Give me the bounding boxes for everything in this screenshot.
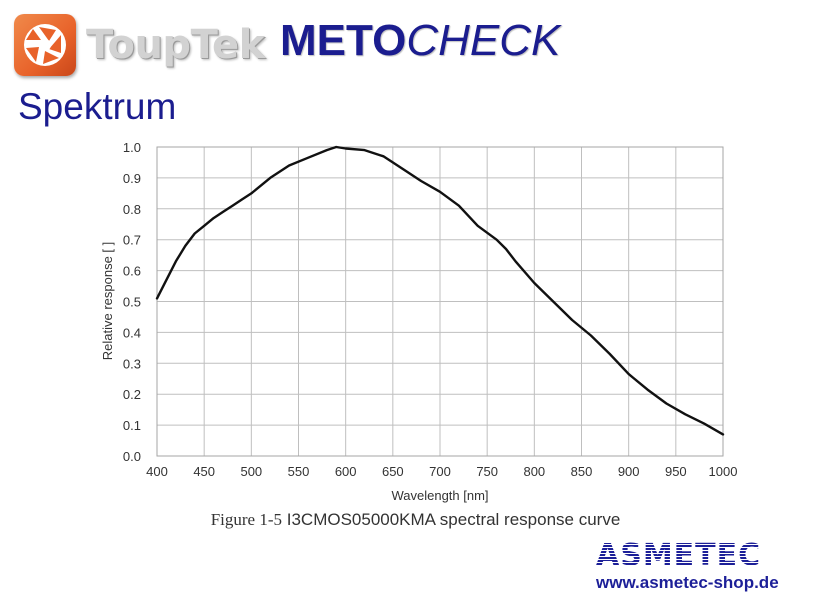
response-point (571, 319, 573, 321)
x-tick-label: 900 (618, 464, 640, 479)
x-tick-label: 800 (523, 464, 545, 479)
y-tick-label: 0.1 (123, 418, 141, 433)
y-tick-label: 0.4 (123, 325, 141, 340)
response-point (363, 149, 366, 151)
product-title-part2: CHECK (406, 16, 561, 65)
response-point (175, 260, 177, 262)
x-tick-label: 1000 (709, 464, 738, 479)
x-tick-label: 850 (571, 464, 593, 479)
response-point (326, 149, 328, 151)
caption-figure-number: Figure 1-5 (210, 510, 282, 529)
response-point (646, 389, 649, 391)
plot-frame (156, 146, 724, 457)
response-point (345, 147, 347, 150)
aperture-icon (14, 14, 76, 76)
response-point (241, 198, 243, 201)
response-point (628, 373, 630, 375)
y-tick-label: 0.5 (123, 295, 141, 310)
y-axis-label: Relative response [ ] (100, 242, 115, 361)
brand-url: www.asmetec-shop.de (596, 573, 779, 592)
caption-text: I3CMOS05000KMA spectral response curve (286, 510, 621, 529)
response-point (458, 205, 460, 207)
response-point (665, 402, 668, 405)
x-axis-label: Wavelength [nm] (391, 488, 488, 503)
x-tick-label: 750 (476, 464, 498, 479)
x-tick-label: 600 (335, 464, 357, 479)
response-point (533, 282, 535, 284)
response-point (194, 232, 196, 235)
response-point (722, 433, 724, 435)
response-point (307, 157, 309, 159)
y-tick-label: 0.0 (123, 449, 141, 464)
response-point (335, 146, 337, 148)
x-tick-label: 400 (146, 464, 168, 479)
product-title-part1: METO (280, 16, 407, 65)
y-tick-label: 0.6 (123, 264, 141, 279)
response-point (401, 168, 403, 170)
response-point (439, 191, 441, 193)
x-tick-label: 950 (665, 464, 687, 479)
response-point (269, 177, 271, 179)
response-point (703, 423, 705, 425)
response-point (590, 334, 592, 337)
logo-text: ToupTek (86, 22, 265, 68)
response-point (552, 300, 554, 303)
x-tick-label: 450 (193, 464, 215, 479)
response-point (684, 413, 686, 415)
y-tick-label: 0.7 (123, 233, 141, 248)
y-tick-label: 0.3 (123, 356, 141, 371)
response-point (609, 353, 611, 355)
response-point (420, 180, 422, 182)
response-point (250, 192, 252, 194)
response-point (184, 245, 186, 247)
x-tick-label: 650 (382, 464, 404, 479)
touptek-logo: ToupTek (14, 14, 265, 76)
x-tick-label: 550 (288, 464, 310, 479)
asmetec-logo: ASMETEC www.asmetec-shop.de (596, 541, 806, 593)
y-tick-label: 0.8 (123, 202, 141, 217)
product-title: METOCHECK (280, 16, 560, 66)
brand-name: ASMETEC (596, 541, 806, 571)
response-point (165, 279, 167, 281)
response-point (222, 211, 224, 213)
figure-caption: Figure 1-5 I3CMOS05000KMA spectral respo… (0, 510, 831, 530)
response-point (231, 205, 234, 207)
response-point (382, 155, 384, 157)
response-point (514, 260, 517, 262)
response-point (203, 225, 205, 227)
response-point (288, 164, 290, 167)
page-heading: Spektrum (18, 86, 177, 127)
y-tick-label: 1.0 (123, 140, 141, 155)
x-tick-label: 500 (240, 464, 262, 479)
response-point (505, 248, 507, 250)
response-point (477, 225, 479, 227)
response-point (496, 239, 498, 241)
response-point (213, 217, 215, 219)
x-tick-label: 700 (429, 464, 451, 479)
response-curve-line (155, 145, 725, 436)
y-tick-label: 0.2 (123, 387, 141, 402)
y-tick-label: 0.9 (123, 171, 141, 186)
response-point (156, 297, 158, 299)
